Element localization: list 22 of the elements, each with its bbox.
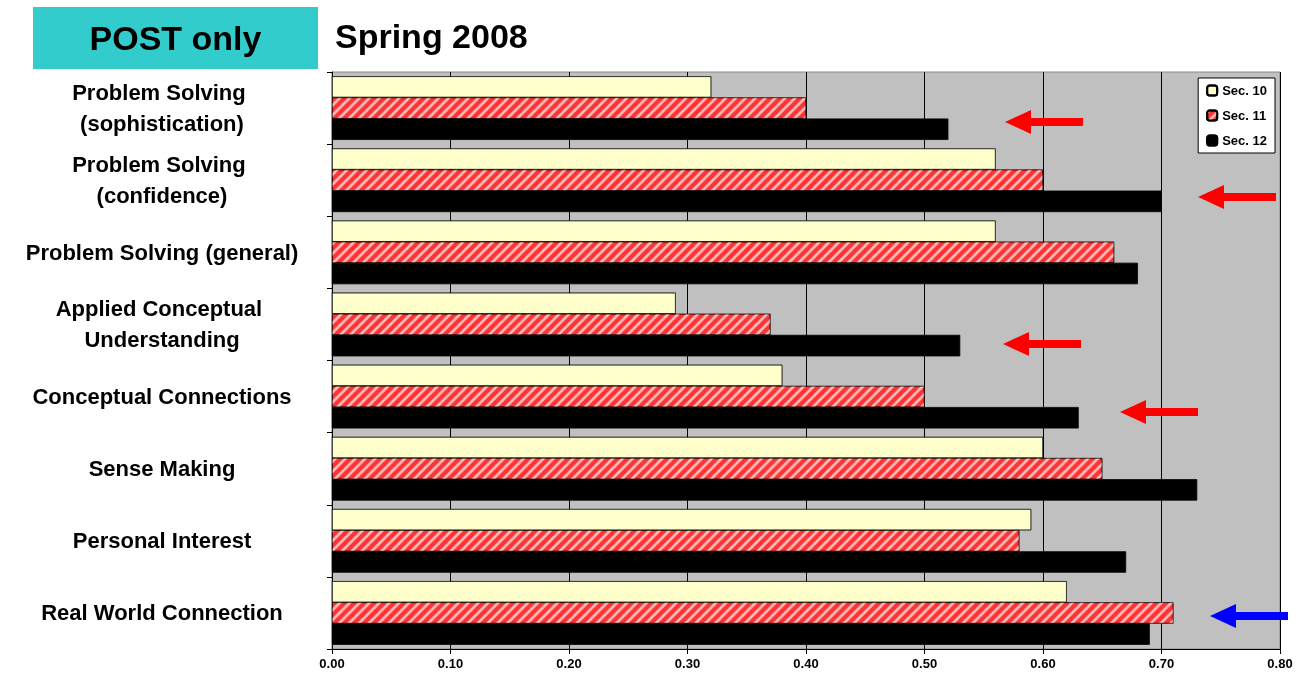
legend-label: Sec. 12 — [1222, 133, 1268, 148]
x-tick-label: 0.20 — [556, 656, 582, 671]
x-tick-label: 0.70 — [1148, 656, 1175, 671]
x-tick-label: 0.60 — [1030, 656, 1056, 671]
y-tick-label: Personal Interest — [72, 528, 252, 554]
x-tick-label: 0.40 — [793, 656, 819, 671]
y-tick-label: Sense Making — [88, 456, 236, 482]
text: POST only — [33, 7, 318, 69]
y-tick-label: Applied Conceptual Understanding — [55, 296, 269, 353]
chart-title: Spring 2008 — [335, 17, 528, 55]
x-tick-label: 0.50 — [911, 656, 938, 671]
y-tick-label: Problem Solving (sophistication) — [72, 80, 252, 137]
y-tick-label: Problem Solving (general) — [25, 239, 299, 265]
x-tick-label: 0.80 — [1267, 656, 1293, 671]
legend-label: Sec. 10 — [1222, 83, 1268, 98]
x-tick-label: 0.10 — [437, 656, 464, 671]
y-tick-label: Real World Connection — [41, 600, 283, 626]
x-tick-label: 0.30 — [674, 656, 701, 671]
x-tick-label: 0.00 — [319, 656, 345, 671]
y-tick-label: Problem Solving (confidence) — [72, 152, 252, 209]
y-tick-label: Conceptual Connections — [32, 384, 292, 410]
legend-label: Sec. 11 — [1222, 108, 1267, 123]
